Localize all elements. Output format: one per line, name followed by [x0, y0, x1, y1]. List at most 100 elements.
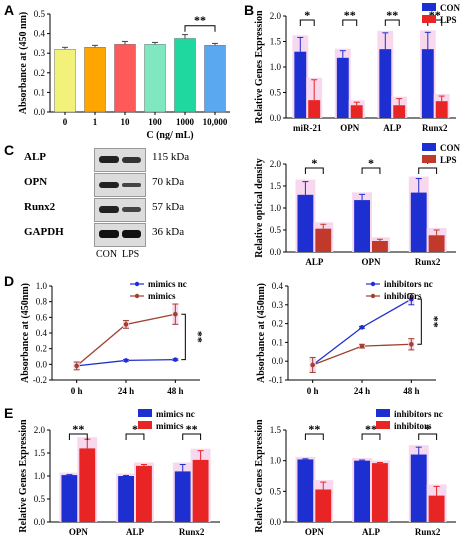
blot-row: ALP 115 kDa [24, 148, 224, 172]
bar [428, 495, 445, 522]
y-tick-label: 1.5 [270, 37, 282, 47]
x-tick-label: 24 h [354, 386, 370, 396]
x-tick-label: miR-21 [293, 123, 322, 133]
significance-bracket [418, 433, 438, 440]
data-point [74, 363, 79, 369]
significance-label: * [304, 8, 310, 22]
x-tick-label: ALP [362, 527, 381, 537]
legend-swatch [422, 3, 436, 11]
blot-protein-label: ALP [24, 151, 46, 163]
blot-image [94, 173, 146, 197]
bar [350, 105, 363, 118]
y-tick-label: 0.0 [272, 356, 284, 366]
chart-d-mimics: -0.2 0.0 0.2 0.4 0.6 0.8 1.0 Absorbance at (450… [20, 279, 205, 396]
blot-protein-label: Runx2 [24, 201, 56, 213]
panel-label-e: E [4, 405, 14, 421]
x-tick-label: Runx2 [415, 527, 441, 537]
y-tick-label: 0.4 [272, 281, 284, 291]
legend-label: inhibitors [394, 421, 432, 431]
bar [294, 51, 307, 119]
blot-band-con [99, 230, 119, 238]
y-tick-label: 1.5 [270, 425, 282, 435]
western-blot: ALP 115 kDa OPN 70 kDa Runx2 57 kDa GA [24, 148, 224, 270]
y-tick-label: 0.6 [36, 312, 48, 322]
y-axis-label: Absorbance at (450 nm) [18, 12, 29, 115]
bar [410, 192, 427, 252]
blot-band-lps [122, 183, 141, 187]
blot-lane-label-lps: LPS [122, 249, 140, 260]
y-axis-label: Relative optical density [254, 158, 265, 257]
significance-bracket [184, 25, 216, 32]
legend-label: LPS [440, 155, 457, 165]
significance-label: * [425, 422, 431, 436]
y-tick-label: -0.1 [269, 375, 283, 385]
y-tick-label: 0.5 [270, 486, 282, 496]
significance-bracket [417, 298, 422, 345]
legend-label: LPS [440, 15, 457, 25]
y-tick-label: 0.8 [36, 297, 48, 307]
blot-band-con [99, 206, 119, 213]
significance-label: ** [194, 13, 206, 27]
legend-swatch [422, 155, 436, 163]
y-tick-label: 0.0 [36, 359, 48, 369]
data-point [123, 322, 129, 327]
data-point [310, 362, 315, 368]
blot-image [94, 148, 146, 172]
legend-label: mimics [156, 421, 184, 431]
chart-e-inhibitors: 0.0 0.5 1.0 1.5 Relative Genes Expression OPN… [254, 409, 456, 537]
x-tick-label: OPN [340, 123, 359, 133]
x-axis-label: C (ng/ mL) [146, 130, 193, 140]
data-point [173, 357, 178, 362]
blot-kda-label: 70 kDa [152, 176, 185, 188]
legend-marker [134, 293, 140, 299]
blot-row: OPN 70 kDa [24, 173, 224, 197]
legend-label: inhibitors nc [394, 409, 443, 419]
legend-swatch [376, 409, 390, 417]
bar [114, 44, 136, 113]
y-tick-label: 0.0 [270, 517, 282, 527]
blot-kda-label: 57 kDa [152, 201, 185, 213]
y-tick-label: 0.0 [270, 247, 282, 257]
y-tick-label: 0.4 [34, 29, 46, 39]
bar [435, 101, 448, 118]
data-point [123, 358, 129, 363]
y-axis-label: Absorbance at (450nm) [20, 283, 31, 383]
x-tick-label: OPN [305, 527, 324, 537]
y-tick-label: 1.5 [270, 181, 282, 191]
bar [136, 465, 152, 522]
legend-label: CON [440, 3, 461, 13]
legend-swatch [376, 421, 390, 429]
bar [118, 476, 134, 522]
y-tick-label: 2.0 [34, 425, 46, 435]
data-point [409, 296, 414, 302]
blot-kda-label: 36 kDa [152, 226, 185, 238]
y-tick-label: 0.2 [34, 68, 45, 78]
x-tick-label: 48 h [403, 386, 419, 396]
data-point [359, 325, 365, 330]
significance-bracket [304, 433, 324, 440]
y-tick-label: 0.5 [34, 9, 46, 19]
significance-bracket [68, 433, 88, 440]
y-tick-label: 1.0 [270, 203, 282, 213]
legend-label: mimics nc [156, 409, 195, 419]
y-tick-label: 0.1 [272, 337, 283, 347]
y-tick-label: 0.0 [34, 107, 46, 117]
data-point [173, 311, 178, 317]
significance-bracket [304, 167, 324, 174]
x-tick-label: 10,000 [203, 117, 228, 127]
y-tick-label: 0.0 [34, 517, 46, 527]
bar [144, 44, 166, 113]
legend-swatch [422, 143, 436, 151]
bar [379, 49, 392, 118]
bar [336, 57, 349, 118]
significance-bracket [182, 433, 202, 440]
significance-bracket [361, 167, 381, 174]
significance-bracket [418, 167, 438, 174]
y-axis-label: Relative Genes Expression [254, 10, 265, 124]
bar [54, 49, 76, 113]
bar [315, 228, 332, 252]
significance-label: ** [72, 422, 84, 436]
blot-band-con [99, 182, 119, 188]
bar [421, 49, 434, 118]
bar [372, 463, 388, 522]
